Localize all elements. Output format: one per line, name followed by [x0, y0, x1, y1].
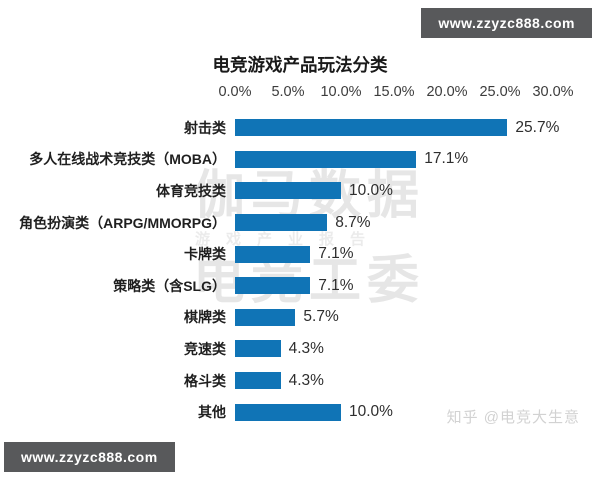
chart-row: 棋牌类 5.7% [0, 302, 600, 334]
value-label: 10.0% [349, 181, 393, 199]
value-label: 17.1% [424, 150, 469, 168]
chart-row: 卡牌类 7.1% [0, 238, 600, 270]
bar [235, 245, 311, 263]
site-watermark-badge-top-right: www.zzyzc888.com [421, 8, 592, 38]
value-label: 25.7% [515, 118, 560, 136]
value-label: 10.0% [349, 403, 393, 421]
x-tick-label: 0.0% [218, 84, 252, 100]
bar [235, 214, 328, 232]
bar [235, 372, 281, 390]
bar [235, 340, 281, 358]
category-label: 棋牌类 [184, 309, 226, 326]
category-label: 竞速类 [184, 340, 226, 357]
value-label: 8.7% [335, 213, 371, 231]
value-label: 5.7% [303, 308, 339, 326]
bar [235, 182, 341, 200]
site-watermark-badge-bottom-left: www.zzyzc888.com [4, 442, 175, 472]
credit-text: 知乎 @电竞大生意 [446, 409, 580, 426]
x-tick-label: 10.0% [320, 84, 362, 100]
chart-row: 其他 10.0% [0, 396, 600, 428]
category-label: 体育竞技类 [156, 182, 226, 199]
bar [235, 150, 417, 168]
chart-row: 策略类（含SLG） 7.1% [0, 270, 600, 302]
value-label: 7.1% [318, 245, 354, 263]
bar [235, 308, 296, 326]
chart-row: 角色扮演类（ARPG/MMORPG） 8.7% [0, 207, 600, 239]
x-tick-label: 20.0% [426, 84, 468, 100]
category-label: 格斗类 [184, 372, 226, 389]
x-tick-label: 25.0% [479, 84, 521, 100]
bar [235, 403, 341, 421]
chart-row: 多人在线战术竞技类（MOBA） 17.1% [0, 144, 600, 176]
category-label: 卡牌类 [184, 246, 226, 263]
x-tick-label: 15.0% [373, 84, 415, 100]
category-label: 多人在线战术竞技类（MOBA） [29, 151, 226, 168]
x-axis: 0.0% 5.0% 10.0% 15.0% 20.0% 25.0% 30.0% [218, 84, 573, 102]
value-label: 4.3% [288, 339, 324, 357]
category-label: 其他 [198, 404, 226, 421]
bar-chart-rows: 射击类 25.7% 多人在线战术竞技类（MOBA） 17.1% 体育竞技类 10.0% 角色… [0, 112, 600, 428]
category-label: 策略类（含SLG） [113, 277, 226, 294]
category-label: 射击类 [184, 119, 226, 136]
x-tick-label: 5.0% [271, 84, 305, 100]
bar [235, 277, 311, 295]
x-tick-label: 30.0% [532, 84, 574, 100]
category-label: 角色扮演类（ARPG/MMORPG） [19, 214, 226, 231]
value-label: 7.1% [318, 276, 354, 294]
chart-row: 格斗类 4.3% [0, 365, 600, 397]
value-label: 4.3% [288, 371, 324, 389]
chart-row: 竞速类 4.3% [0, 333, 600, 365]
chart-row: 体育竞技类 10.0% [0, 175, 600, 207]
chart-title: 电竞游戏产品玩法分类 [212, 55, 388, 75]
bar [235, 119, 508, 137]
chart-row: 射击类 25.7% [0, 112, 600, 144]
